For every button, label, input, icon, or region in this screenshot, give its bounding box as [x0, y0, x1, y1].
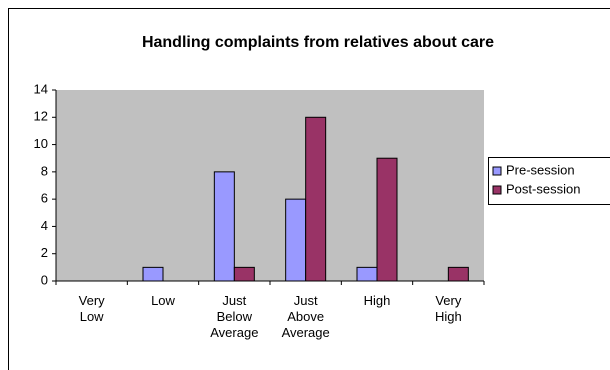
legend-swatch [492, 166, 502, 176]
y-tick-label: 2 [41, 245, 48, 260]
x-tick-label: Low [151, 293, 175, 308]
chart-title: Handling complaints from relatives about… [142, 34, 494, 51]
legend-box [488, 157, 610, 205]
bar [285, 198, 307, 282]
bar [447, 266, 469, 282]
y-tick-label: 12 [34, 109, 48, 124]
bar [305, 116, 327, 282]
y-tick-label: 6 [41, 191, 48, 206]
y-tick-label: 10 [34, 136, 48, 151]
bar [213, 171, 235, 282]
y-tick-label: 8 [41, 163, 48, 178]
y-tick-label: 4 [41, 218, 48, 233]
x-tick-label: High [363, 293, 391, 308]
legend-swatch [492, 185, 502, 195]
legend-label: Post-session [506, 181, 580, 196]
y-tick-label: 0 [41, 272, 48, 287]
bar [356, 266, 378, 282]
y-tick-label: 14 [34, 81, 48, 96]
bar [376, 157, 398, 282]
plot-area [56, 90, 484, 281]
x-tick-label: Just Above Average [281, 293, 330, 340]
x-tick-label: Very Low [78, 293, 105, 324]
bar [142, 266, 164, 282]
x-tick-label: Very High [434, 293, 462, 324]
legend-label: Pre-session [506, 162, 575, 177]
bar [233, 266, 255, 282]
x-tick-label: Just Below Average [210, 293, 259, 340]
